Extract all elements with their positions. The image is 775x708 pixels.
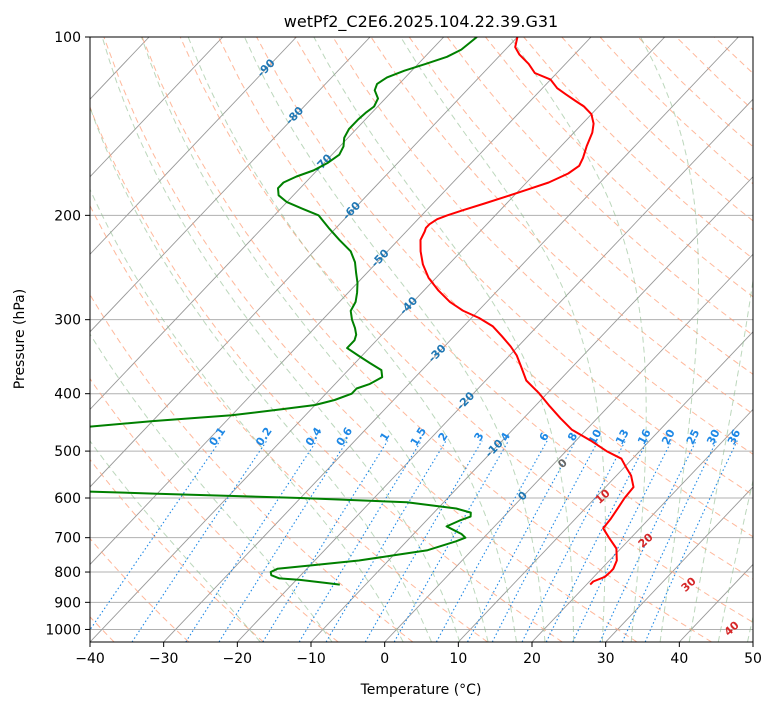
- mixing-ratio-line-6: [325, 440, 447, 642]
- x-tick-label--20: −20: [223, 651, 253, 667]
- moist-adiabat-28: [400, 37, 606, 642]
- mixing-ratio-label-16: 30: [704, 427, 723, 447]
- mixing-ratio-line-4: [262, 440, 389, 642]
- moist-adiabat-12: [141, 37, 489, 642]
- isotherm--100: [90, 37, 224, 178]
- mixing-ratio-label-15: 25: [684, 427, 702, 447]
- moist-adiabat-4: [90, 106, 432, 642]
- dry-adiabat-20: [90, 105, 563, 642]
- axis-ticks: −40 −30 −20 −10 0 10 20 30 40 50 100 200 300 400 500 60…: [45, 30, 762, 667]
- isotherm--80: [90, 37, 371, 333]
- moist-adiabat-40: [688, 277, 753, 642]
- mixing-ratio-label-14: 20: [659, 427, 678, 447]
- mixing-ratio-line-3: [218, 440, 348, 642]
- isotherm--20: [237, 98, 753, 642]
- dry-adiabat-50: [179, 37, 753, 623]
- mixing-ratio-line-9: [435, 440, 548, 642]
- dry-adiabat-110: [408, 37, 753, 375]
- x-tick-label--10: −10: [296, 651, 326, 667]
- moist-adiabat-0: [90, 188, 404, 642]
- isotherm--40: [90, 37, 666, 642]
- isotherm-30: [605, 486, 753, 642]
- y-tick-label-500: 500: [54, 444, 81, 460]
- moist-adiabat-24: [313, 37, 575, 642]
- y-tick-label-800: 800: [54, 565, 81, 581]
- dry-adiabat-40: [141, 37, 712, 642]
- mixing-ratio-line-10: [467, 440, 577, 642]
- x-tick-label--40: −40: [75, 651, 105, 667]
- isotherm--50: [90, 37, 592, 566]
- mixing-ratio-label-12: 13: [613, 427, 632, 447]
- dry-adiabat-10: [90, 204, 488, 642]
- dry-adiabat-80: [294, 37, 753, 496]
- y-tick-label-1000: 1000: [45, 622, 81, 638]
- mixing-ratio-line-2: [185, 440, 318, 642]
- x-tick-label--30: −30: [149, 651, 179, 667]
- y-tick-label-300: 300: [54, 313, 81, 329]
- moist-adiabat-16: [187, 37, 517, 642]
- y-tick-label-400: 400: [54, 387, 81, 403]
- temperature-profile-line: [419, 37, 635, 586]
- chart-title: wetPf2_C2E6.2025.104.22.39.G31: [284, 12, 558, 32]
- dry-adiabat--30: [90, 537, 190, 642]
- x-tick-label-40: 40: [670, 651, 688, 667]
- y-tick-label-900: 900: [54, 595, 81, 611]
- moist-adiabat-8: [101, 37, 461, 642]
- dry-adiabat-30: [103, 37, 638, 642]
- isotherm--90: [90, 37, 297, 255]
- x-tick-label-10: 10: [449, 651, 467, 667]
- moist-adiabat--10: [90, 333, 333, 642]
- mixing-ratio-line-5: [298, 440, 422, 642]
- isotherm--60: [90, 37, 518, 488]
- moist-adiabat-20: [244, 37, 546, 642]
- mixing-ratio-line-13: [545, 440, 648, 642]
- isotherm-20: [531, 408, 753, 642]
- dewpoint-profile-line: [90, 37, 478, 586]
- dry-adiabat-60: [217, 37, 753, 580]
- isotherm-10: [458, 331, 753, 642]
- plot-frame: [89, 36, 754, 643]
- dry-adiabat-120: [446, 37, 753, 336]
- mixing-ratio-line-8: [393, 440, 510, 642]
- x-tick-label-30: 30: [597, 651, 615, 667]
- x-axis-label: Temperature (°C): [360, 682, 482, 698]
- dry-adiabat-0: [90, 293, 414, 642]
- y-tick-label-700: 700: [54, 531, 81, 547]
- isotherm-0: [384, 253, 753, 642]
- mixing-ratio-label-17: 36: [725, 427, 744, 447]
- y-tick-label-600: 600: [54, 491, 81, 507]
- moist-adiabat-36: [640, 37, 699, 642]
- y-tick-label-200: 200: [54, 208, 81, 224]
- moist-adiabat-44: [717, 478, 753, 642]
- x-tick-label-50: 50: [744, 651, 762, 667]
- profile-series: [90, 37, 635, 586]
- mixing-ratio-line-17: [644, 440, 738, 642]
- mixing-ratio-line-14: [572, 440, 673, 642]
- dry-adiabat-100: [370, 37, 753, 415]
- dry-adiabat-90: [332, 37, 753, 455]
- dry-adiabat--20: [90, 458, 264, 642]
- mixing-ratio-label-13: 16: [635, 427, 654, 447]
- y-tick-label-100: 100: [54, 30, 81, 46]
- x-tick-label-20: 20: [523, 651, 541, 667]
- mixing-ratio-line-7: [364, 440, 483, 642]
- y-axis-label: Pressure (hPa): [12, 289, 28, 389]
- mixing-ratio-line-1: [131, 440, 268, 642]
- moist-adiabat-32: [509, 37, 647, 642]
- x-tick-label-0: 0: [380, 651, 389, 667]
- isotherm--30: [163, 37, 739, 642]
- mixing-ratio-line-16: [621, 440, 718, 642]
- isotherm--70: [90, 37, 445, 411]
